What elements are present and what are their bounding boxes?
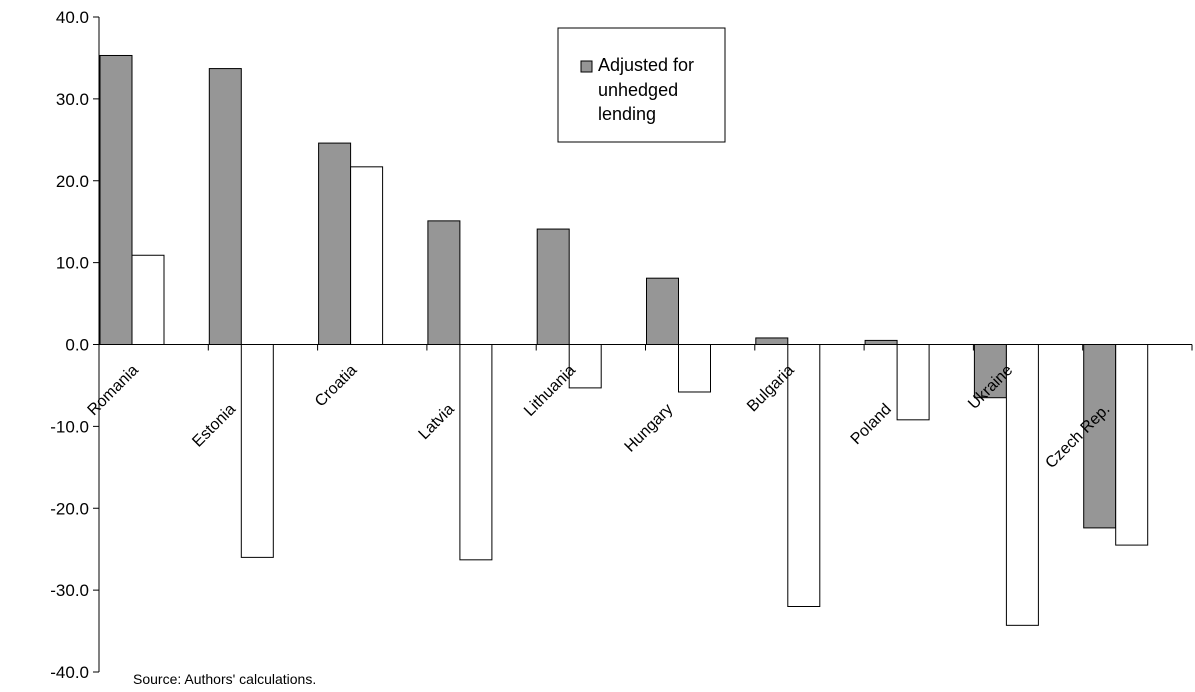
legend-label-line-1: Adjusted for [598, 55, 694, 75]
y-tick-label: 20.0 [56, 172, 89, 191]
y-tick-label: -20.0 [50, 499, 89, 518]
bar-unadjusted [896, 344, 930, 421]
legend-box [557, 27, 726, 143]
bar-unadjusted [678, 344, 711, 393]
bar-unadjusted [350, 166, 384, 345]
x-category-label: Latvia [416, 401, 458, 443]
bar-unadjusted [568, 344, 602, 389]
y-tick-label: -10.0 [50, 417, 89, 436]
x-axis [98, 344, 1193, 351]
y-tick-label: 30.0 [56, 90, 89, 109]
bar-unadjusted [787, 344, 821, 607]
bar-adjusted [208, 68, 242, 346]
bar-adjusted [1083, 344, 1117, 529]
bar-adjusted [536, 228, 570, 345]
bar-unadjusted [131, 254, 165, 346]
x-category-label: Romania [85, 362, 142, 419]
source-note: Source: Authors' calculations. [133, 671, 316, 687]
x-category-label: Hungary [622, 401, 677, 456]
bar-unadjusted [459, 344, 493, 561]
x-category-label: Lithuania [521, 362, 579, 420]
x-category-label: Estonia [189, 401, 239, 451]
bar-unadjusted [240, 344, 274, 558]
legend-label-line-2: unhedged [598, 80, 678, 100]
bar-adjusted [646, 277, 679, 345]
bar-unadjusted [1115, 344, 1149, 546]
y-tick-label: 0.0 [65, 336, 89, 355]
bar-adjusted [755, 337, 789, 346]
y-axis: 40.0 30.0 20.0 10.0 0.0 -10.0 -20.0 -30.0 -40.0 [50, 8, 100, 682]
y-tick-label: -30.0 [50, 581, 89, 600]
legend-swatch-adjusted [580, 60, 593, 73]
bar-adjusted [427, 220, 461, 345]
legend-label-line-3: lending [598, 104, 656, 124]
bar-adjusted [318, 142, 352, 345]
x-category-label: Poland [848, 401, 895, 448]
y-tick-label: 40.0 [56, 8, 89, 27]
bar-adjusted [973, 344, 1007, 399]
bar-unadjusted [1005, 344, 1039, 626]
y-tick-label: -40.0 [50, 663, 89, 682]
x-category-label: Croatia [312, 362, 361, 411]
y-tick-label: 10.0 [56, 254, 89, 273]
bar-adjusted [864, 339, 898, 345]
bar-adjusted [99, 54, 133, 345]
legend: Adjusted for unhedged lending [557, 27, 726, 143]
